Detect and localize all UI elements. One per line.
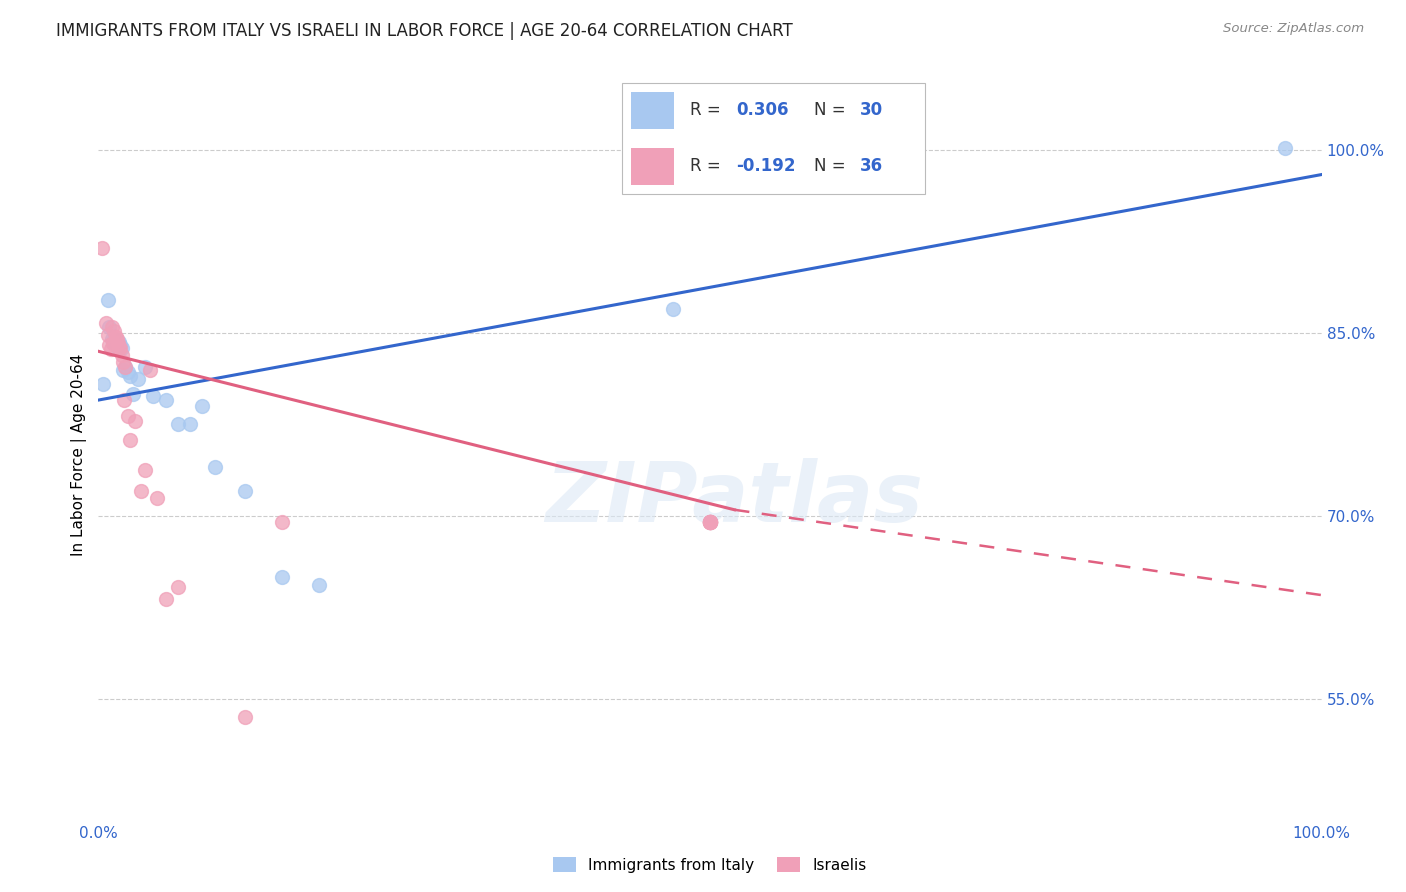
Point [100, 342, 122, 356]
Point [97, 293, 120, 307]
Point [103, 332, 125, 346]
Point [127, 372, 149, 386]
Point [111, 355, 134, 369]
Point [146, 491, 169, 505]
Point [111, 348, 134, 362]
Point [699, 515, 721, 529]
Point [699, 515, 721, 529]
Text: R =: R = [690, 157, 725, 175]
Point [111, 362, 134, 376]
Point [108, 341, 131, 355]
Text: 0.306: 0.306 [737, 102, 789, 120]
Point [101, 332, 124, 346]
Point [270, 570, 294, 584]
Point [98, 338, 121, 352]
Point [108, 334, 131, 349]
Point [107, 335, 129, 350]
Text: ZIPatlas: ZIPatlas [546, 458, 924, 540]
Point [112, 393, 135, 408]
Point [103, 324, 125, 338]
Point [699, 515, 721, 529]
Text: Source: ZipAtlas.com: Source: ZipAtlas.com [1223, 22, 1364, 36]
Point [110, 341, 132, 355]
Point [91, 241, 114, 255]
Point [121, 387, 143, 401]
Point [662, 301, 685, 316]
Point [104, 338, 127, 352]
Point [124, 414, 146, 428]
Point [94, 316, 117, 330]
Point [120, 368, 142, 383]
Point [1274, 141, 1296, 155]
Text: N =: N = [814, 157, 851, 175]
Point [111, 341, 134, 355]
Point [117, 409, 139, 423]
Bar [631, 92, 675, 129]
Point [233, 710, 256, 724]
Point [110, 338, 132, 352]
Point [699, 515, 721, 529]
Point [270, 515, 294, 529]
Point [101, 335, 124, 350]
Point [142, 389, 165, 403]
Point [699, 515, 721, 529]
Point [114, 360, 136, 375]
Point [204, 460, 226, 475]
Point [167, 580, 190, 594]
Point [98, 320, 121, 334]
Point [97, 328, 120, 343]
Point [101, 320, 124, 334]
Point [107, 341, 129, 355]
Point [155, 591, 177, 606]
Point [139, 362, 162, 376]
Bar [631, 147, 675, 185]
Point [91, 377, 114, 392]
Point [105, 332, 128, 346]
Point [308, 578, 330, 592]
Text: 30: 30 [860, 102, 883, 120]
Point [191, 399, 214, 413]
Text: -0.192: -0.192 [737, 157, 796, 175]
Point [120, 434, 142, 448]
Point [699, 515, 721, 529]
Point [101, 335, 124, 350]
Point [699, 515, 721, 529]
Y-axis label: In Labor Force | Age 20-64: In Labor Force | Age 20-64 [72, 354, 87, 556]
Point [117, 365, 139, 379]
Point [129, 484, 152, 499]
FancyBboxPatch shape [621, 83, 925, 194]
Text: R =: R = [690, 102, 725, 120]
Point [155, 393, 177, 408]
Point [233, 484, 256, 499]
Legend: Immigrants from Italy, Israelis: Immigrants from Italy, Israelis [547, 851, 873, 879]
Point [179, 417, 201, 432]
Text: N =: N = [814, 102, 851, 120]
Point [104, 329, 127, 343]
Point [699, 515, 721, 529]
Text: 36: 36 [860, 157, 883, 175]
Text: IMMIGRANTS FROM ITALY VS ISRAELI IN LABOR FORCE | AGE 20-64 CORRELATION CHART: IMMIGRANTS FROM ITALY VS ISRAELI IN LABO… [56, 22, 793, 40]
Point [167, 417, 190, 432]
Point [114, 360, 136, 375]
Point [105, 334, 128, 349]
Point [134, 360, 156, 375]
Point [134, 462, 156, 476]
